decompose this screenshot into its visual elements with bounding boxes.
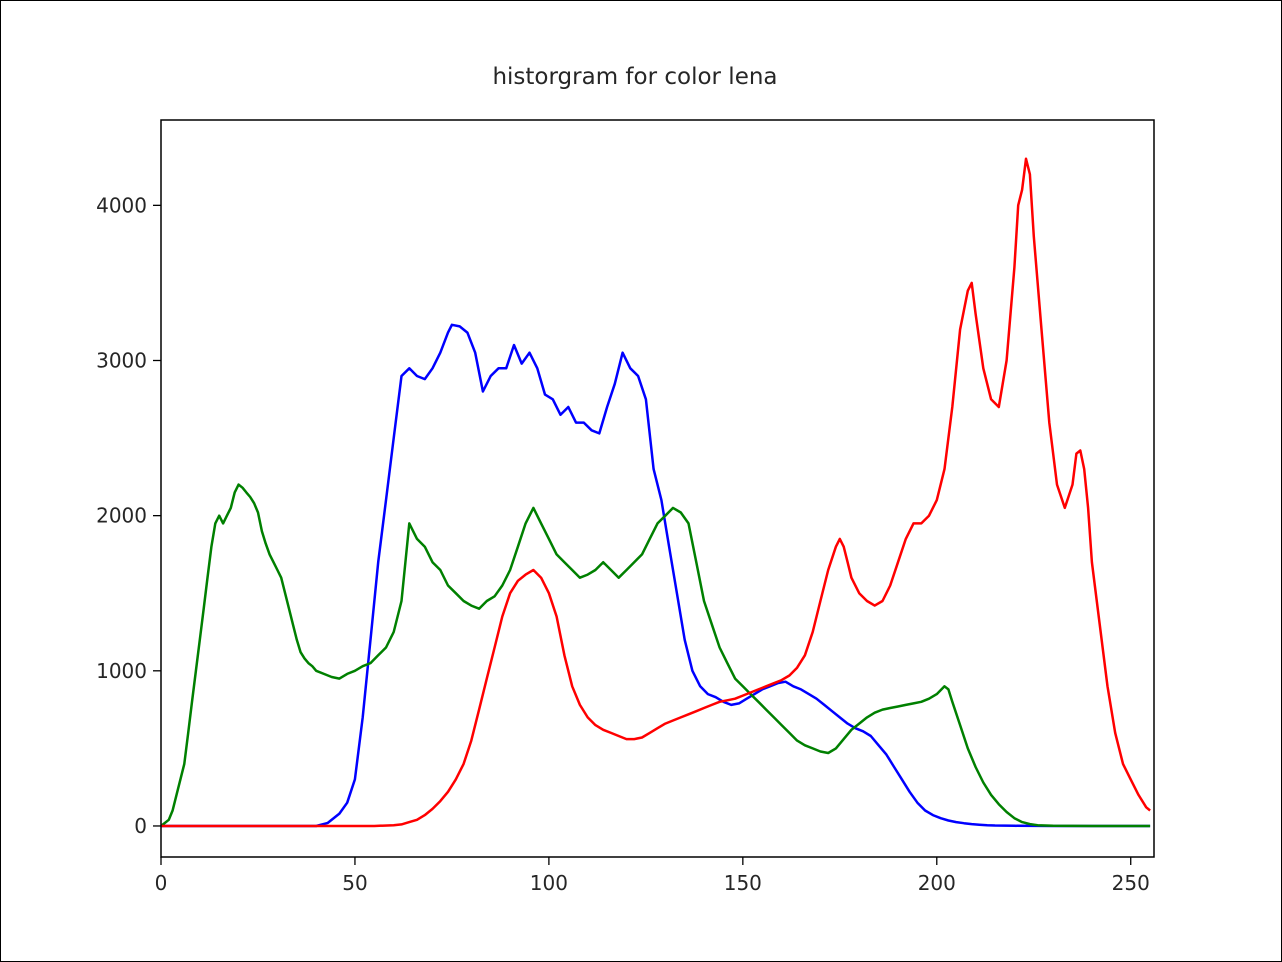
y-tick-label: 4000 [96,193,147,217]
chart-title: historgram for color lena [492,64,777,90]
series-layer [161,157,1151,828]
series-line-0 [161,323,1151,828]
series-line-1 [161,483,1151,828]
y-axis: 0 1000 2000 3000 4000 [96,193,161,838]
y-tick-label: 2000 [96,504,147,528]
x-tick-label: 100 [530,871,568,895]
y-tick-label: 0 [134,814,147,838]
series-line-2 [161,157,1151,828]
x-tick-label: 150 [724,871,762,895]
x-tick-label: 0 [155,871,168,895]
y-tick-label: 3000 [96,348,147,372]
x-tick-label: 250 [1112,871,1150,895]
plot-frame [160,119,1155,858]
x-tick-label: 50 [342,871,367,895]
x-tick-label: 200 [918,871,956,895]
x-axis: 0 50 100 150 200 250 [155,857,1150,895]
y-tick-label: 1000 [96,659,147,683]
